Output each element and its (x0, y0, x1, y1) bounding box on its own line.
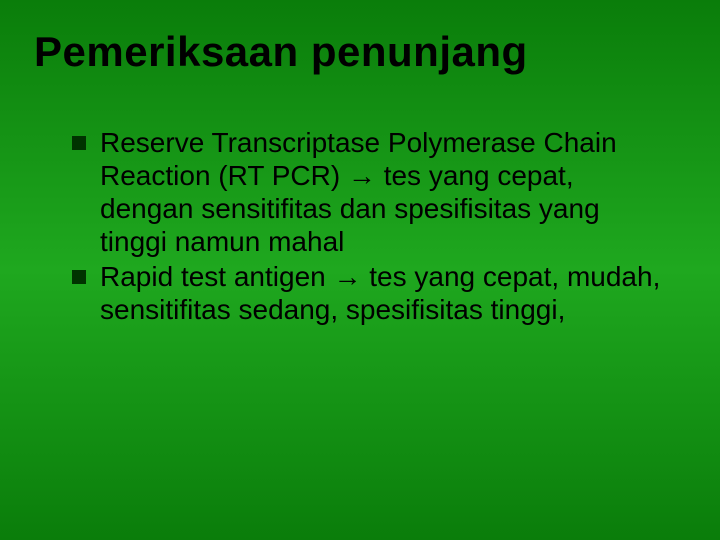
bullet-text: Reserve Transcriptase Polymerase Chain R… (100, 126, 670, 258)
bullet-text: Rapid test antigen → tes yang cepat, mud… (100, 260, 670, 326)
list-item: Reserve Transcriptase Polymerase Chain R… (72, 126, 670, 258)
slide-title: Pemeriksaan penunjang (0, 0, 720, 76)
square-bullet-icon (72, 136, 86, 150)
slide-content: Reserve Transcriptase Polymerase Chain R… (0, 76, 720, 326)
list-item: Rapid test antigen → tes yang cepat, mud… (72, 260, 670, 326)
slide: Pemeriksaan penunjang Reserve Transcript… (0, 0, 720, 540)
square-bullet-icon (72, 270, 86, 284)
